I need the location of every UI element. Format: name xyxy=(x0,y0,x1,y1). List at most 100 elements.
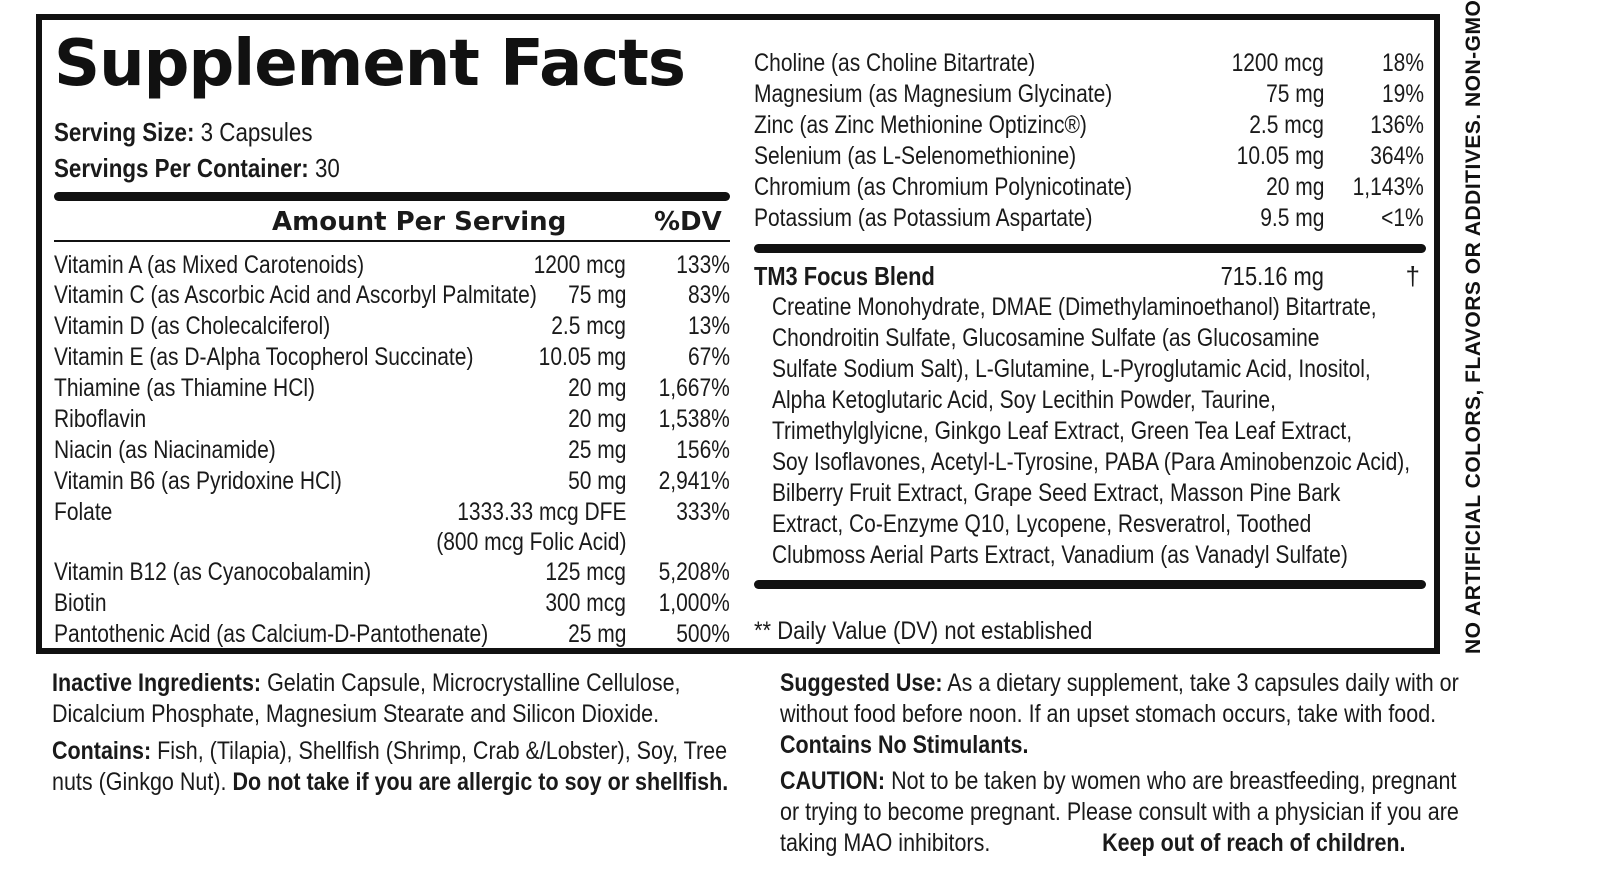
nutrient-amount: 1200 mcg xyxy=(533,251,626,279)
nutrient-dv: 67% xyxy=(687,343,730,371)
nutrient-dv: 333% xyxy=(676,498,730,526)
nutrient-amount: 50 mg xyxy=(567,467,626,495)
nutrient-dv: 1,538% xyxy=(658,405,730,433)
nutrient-row: Niacin (as Niacinamide) 25 mg 156% xyxy=(54,435,730,465)
nutrient-dv: 136% xyxy=(1370,111,1424,139)
nutrient-name: Potassium (as Potassium Aspartate) xyxy=(754,204,1093,232)
nutrient-row: Biotin 300 mcg 1,000% xyxy=(54,588,730,618)
inactive-ingredients: Inactive Ingredients: Gelatin Capsule, M… xyxy=(52,668,740,730)
nutrient-amount: 2.5 mcg xyxy=(1249,111,1324,139)
nutrient-amount: 9.5 mg xyxy=(1259,204,1324,232)
nutrient-row: Potassium (as Potassium Aspartate) 9.5 m… xyxy=(754,203,1424,233)
nutrient-dv: 1,667% xyxy=(658,374,730,402)
nutrient-row: Vitamin B6 (as Pyridoxine HCl) 50 mg 2,9… xyxy=(54,466,730,496)
blend-line: Chondroitin Sulfate, Glucosamine Sulfate… xyxy=(772,324,1320,352)
caution-line: taking MAO inhibitors. xyxy=(780,829,991,857)
nutrient-amount: 10.05 mg xyxy=(538,343,626,371)
nutrient-amount: 300 mcg xyxy=(545,589,626,617)
blend-line: Extract, Co-Enzyme Q10, Lycopene, Resver… xyxy=(772,510,1312,538)
nutrient-dv: <1% xyxy=(1381,204,1424,232)
nutrient-name: Choline (as Choline Bitartrate) xyxy=(754,49,1036,77)
nutrient-amount: 125 mcg xyxy=(545,558,626,586)
contains-line: nuts (Ginkgo Nut). xyxy=(52,768,227,796)
dv-footnote: ** Daily Value (DV) not established xyxy=(754,617,1093,645)
nutrient-name: Chromium (as Chromium Polynicotinate) xyxy=(754,173,1133,201)
nutrient-dv: 18% xyxy=(1381,49,1424,77)
suggested-use: Suggested Use: As a dietary supplement, … xyxy=(780,668,1485,761)
serving-size-value: 3 Capsules xyxy=(200,117,313,147)
inactive-label: Inactive Ingredients: xyxy=(52,669,262,697)
servings-per-container-label: Servings Per Container: xyxy=(54,153,309,183)
blend-dv: † xyxy=(1405,261,1420,291)
suggested-use-line: As a dietary supplement, take 3 capsules… xyxy=(947,669,1459,697)
contains-line: Fish, (Tilapia), Shellfish (Shrimp, Crab… xyxy=(157,737,728,765)
nutrient-row: Magnesium (as Magnesium Glycinate) 75 mg… xyxy=(754,79,1424,109)
dv-header: %DV xyxy=(654,207,722,237)
caution-line: Not to be taken by women who are breastf… xyxy=(891,767,1457,795)
nutrient-dv: 364% xyxy=(1370,142,1424,170)
nutrient-row: Vitamin D (as Cholecalciferol) 2.5 mcg 1… xyxy=(54,311,730,341)
inactive-line: Gelatin Capsule, Microcrystalline Cellul… xyxy=(267,669,681,697)
nutrient-amount: 20 mg xyxy=(567,405,626,433)
nutrient-name: Biotin xyxy=(54,589,107,617)
nutrient-row: Choline (as Choline Bitartrate) 1200 mcg… xyxy=(754,48,1424,78)
side-note: NO ARTIFICIAL COLORS, FLAVORS OR ADDITIV… xyxy=(1462,0,1485,654)
no-stimulants: Contains No Stimulants. xyxy=(780,731,1029,759)
nutrient-row: Zinc (as Zinc Methionine Optizinc®) 2.5 … xyxy=(754,110,1424,140)
blend-line: Bilberry Fruit Extract, Grape Seed Extra… xyxy=(772,479,1341,507)
nutrient-amount: 1333.33 mcg DFE xyxy=(456,498,626,526)
blend-line: Alpha Ketoglutaric Acid, Soy Lecithin Po… xyxy=(772,386,1276,414)
nutrient-amount: 20 mg xyxy=(1265,173,1324,201)
nutrient-row: Riboflavin 20 mg 1,538% xyxy=(54,404,730,434)
nutrient-name: Folate xyxy=(54,498,113,526)
divider-thick xyxy=(54,192,730,201)
nutrient-dv: 1,143% xyxy=(1352,173,1424,201)
nutrient-amount: 75 mg xyxy=(1265,80,1324,108)
nutrient-dv: 5,208% xyxy=(658,558,730,586)
divider-thick xyxy=(754,244,1426,253)
blend-line: Creatine Monohydrate, DMAE (Dimethylamin… xyxy=(772,293,1377,321)
nutrient-name: Magnesium (as Magnesium Glycinate) xyxy=(754,80,1113,108)
contains-label: Contains: xyxy=(52,737,152,765)
contains-block: Contains: Fish, (Tilapia), Shellfish (Sh… xyxy=(52,736,740,798)
caution-label: CAUTION: xyxy=(780,767,886,795)
blend-line: Soy Isoflavones, Acetyl-L-Tyrosine, PABA… xyxy=(772,448,1411,476)
nutrient-name: Niacin (as Niacinamide) xyxy=(54,436,276,464)
nutrient-dv: 500% xyxy=(676,620,730,648)
nutrient-row: Vitamin A (as Mixed Carotenoids) 1200 mc… xyxy=(54,250,730,280)
nutrient-name: Vitamin C (as Ascorbic Acid and Ascorbyl… xyxy=(54,281,537,309)
nutrient-name: Riboflavin xyxy=(54,405,147,433)
allergy-warning: Do not take if you are allergic to soy o… xyxy=(232,768,729,796)
nutrient-name: Selenium (as L-Selenomethionine) xyxy=(754,142,1077,170)
nutrient-row: Vitamin B12 (as Cyanocobalamin) 125 mcg … xyxy=(54,557,730,587)
caution-line: or trying to become pregnant. Please con… xyxy=(780,798,1459,826)
nutrient-row: Thiamine (as Thiamine HCl) 20 mg 1,667% xyxy=(54,373,730,403)
blend-ingredients: Creatine Monohydrate, DMAE (Dimethylamin… xyxy=(772,292,1410,571)
amount-per-serving-header: Amount Per Serving xyxy=(272,207,567,237)
nutrient-row: Selenium (as L-Selenomethionine) 10.05 m… xyxy=(754,141,1424,171)
nutrient-dv: 156% xyxy=(676,436,730,464)
nutrient-name: Vitamin A (as Mixed Carotenoids) xyxy=(54,251,365,279)
nutrient-name: Thiamine (as Thiamine HCl) xyxy=(54,374,316,402)
nutrient-amount: 2.5 mcg xyxy=(551,312,626,340)
nutrient-row: Folate 1333.33 mcg DFE (800 mcg Folic Ac… xyxy=(54,497,730,557)
suggested-use-line: without food before noon. If an upset st… xyxy=(780,700,1437,728)
inactive-line: Dicalcium Phosphate, Magnesium Stearate … xyxy=(52,700,660,728)
nutrient-row: Vitamin E (as D-Alpha Tocopherol Succina… xyxy=(54,342,730,372)
nutrient-amount: 75 mg xyxy=(567,281,626,309)
blend-amount: 715.16 mg xyxy=(1220,261,1324,291)
panel-title: Supplement Facts xyxy=(54,27,686,101)
blend-line: Sulfate Sodium Salt), L-Glutamine, L-Pyr… xyxy=(772,355,1371,383)
divider-thick xyxy=(754,580,1426,589)
nutrient-dv: 2,941% xyxy=(658,467,730,495)
blend-name: TM3 Focus Blend xyxy=(754,261,935,291)
blend-line: Trimethylglyicne, Ginkgo Leaf Extract, G… xyxy=(772,417,1353,445)
blend-line: Clubmoss Aerial Parts Extract, Vanadium … xyxy=(772,541,1348,569)
nutrient-dv: 133% xyxy=(676,251,730,279)
nutrient-dv: 19% xyxy=(1381,80,1424,108)
nutrient-amount: 20 mg xyxy=(567,374,626,402)
nutrient-name: Pantothenic Acid (as Calcium-D-Pantothen… xyxy=(54,620,489,648)
nutrient-dv: 13% xyxy=(687,312,730,340)
nutrient-sub-amount: (800 mcg Folic Acid) xyxy=(435,528,626,556)
nutrient-amount: 1200 mcg xyxy=(1231,49,1324,77)
